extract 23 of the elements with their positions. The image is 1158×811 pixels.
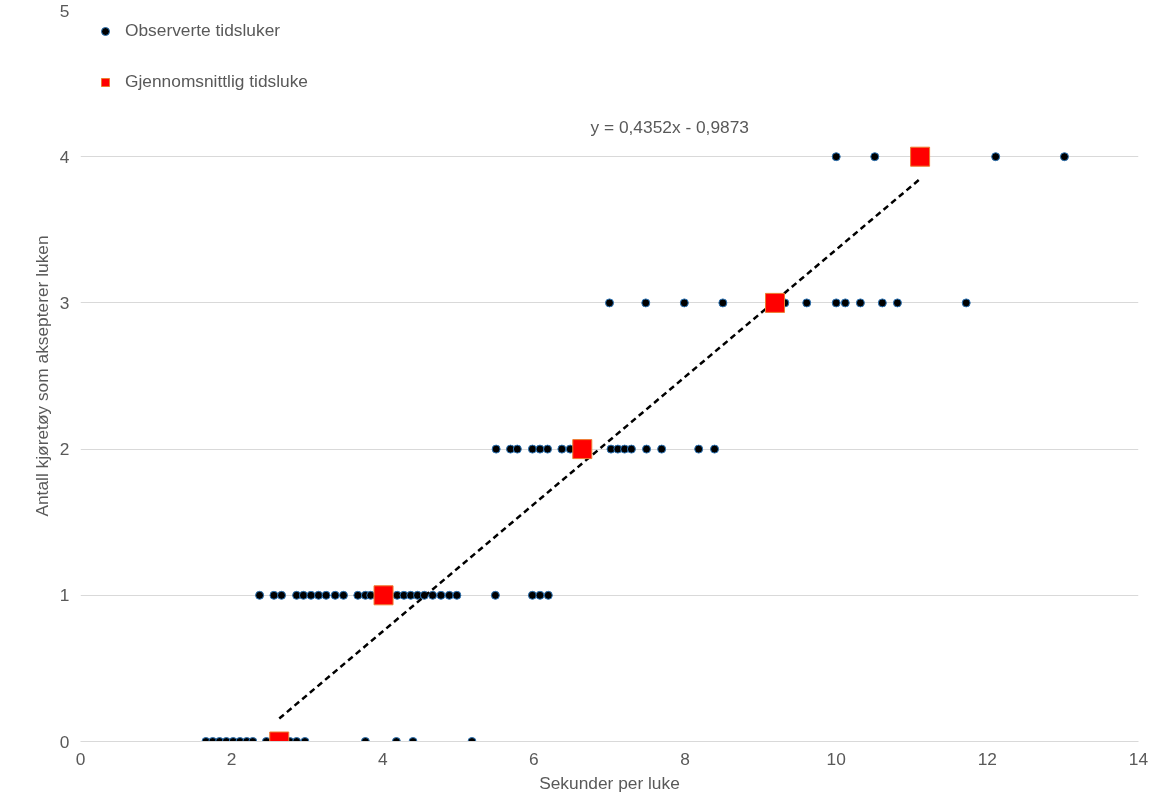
y-tick-label: 4 bbox=[59, 146, 70, 167]
x-tick-label: 10 bbox=[826, 748, 846, 769]
y-tick-label: 0 bbox=[59, 731, 70, 752]
y-axis-title: Antall kjøretøy som aksepterer luken bbox=[31, 235, 52, 517]
x-tick-label: 2 bbox=[226, 748, 237, 769]
legend-label: Observerte tidsluker bbox=[125, 20, 281, 41]
x-tick-label: 8 bbox=[680, 748, 690, 769]
point bbox=[373, 585, 394, 606]
x-tick-label: 12 bbox=[977, 748, 997, 769]
y-tick-label: 3 bbox=[59, 292, 70, 313]
point bbox=[765, 292, 785, 313]
annotation: y = 0,4352x - 0,9873 bbox=[590, 116, 749, 137]
point bbox=[572, 439, 593, 460]
x-axis-title: Sekunder per luke bbox=[539, 772, 680, 793]
x-tick-label: 0 bbox=[75, 748, 86, 769]
y-tick-label: 2 bbox=[59, 439, 70, 460]
y-tick-label: 5 bbox=[59, 0, 70, 21]
y-tick-label: 1 bbox=[59, 585, 70, 606]
x-tick-label: 14 bbox=[1128, 748, 1149, 769]
point bbox=[910, 146, 931, 167]
x-tick-label: 4 bbox=[377, 748, 388, 769]
x-tick-label: 6 bbox=[529, 748, 539, 769]
legend-label: Gjennomsnittlig tidsluke bbox=[125, 71, 308, 92]
